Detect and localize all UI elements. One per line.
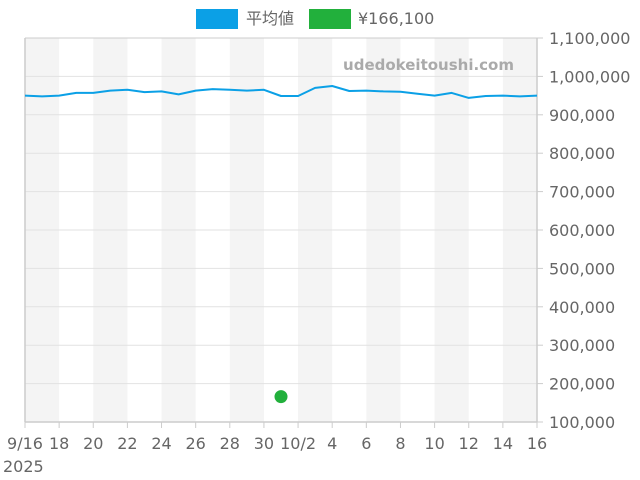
gridlines (25, 37, 543, 423)
legend-label-average: 平均値 (246, 9, 295, 28)
x-axis-labels: 9/16 18 20 22 24 26 28 30 10/2 4 6 8 10 12 14 16 (7, 422, 547, 453)
y-tick-label: 500,000 (549, 259, 615, 278)
y-tick-label: 1,100,000 (549, 29, 630, 48)
x-tick-label: 4 (327, 434, 337, 453)
average-price-line[interactable] (24, 85, 538, 99)
y-tick-label: 700,000 (549, 183, 615, 202)
x-tick-label: 28 (220, 434, 240, 453)
x-tick-label: 6 (361, 434, 371, 453)
x-tick-label: 20 (83, 434, 103, 453)
watermark: udedokeitoushi.com (343, 56, 514, 74)
y-tick-label: 100,000 (549, 413, 615, 432)
x-tick-label: 26 (185, 434, 205, 453)
axes (24, 37, 538, 423)
x-tick-label: 8 (395, 434, 405, 453)
x-tick-label: 14 (493, 434, 513, 453)
legend-swatch-average[interactable] (196, 9, 238, 29)
price-point[interactable] (274, 390, 288, 404)
y-tick-label: 900,000 (549, 106, 615, 125)
y-tick-label: 200,000 (549, 375, 615, 394)
y-tick-label: 800,000 (549, 144, 615, 163)
y-axis-labels: 100,000 200,000 300,000 400,000 500,000 600,0… (549, 29, 630, 432)
x-axis-year-label: 2025 (3, 457, 44, 476)
legend-swatch-price[interactable] (309, 9, 351, 29)
y-tick-label: 300,000 (549, 336, 615, 355)
legend-label-price: ¥166,100 (358, 9, 435, 28)
chart-legend: 平均値 ¥166,100 (0, 8, 640, 30)
x-tick-label: 12 (459, 434, 479, 453)
x-tick-label: 10/2 (280, 434, 316, 453)
price-points (274, 390, 288, 404)
x-tick-label: 16 (527, 434, 547, 453)
x-tick-label: 24 (151, 434, 171, 453)
x-tick-label: 9/16 (7, 434, 43, 453)
x-tick-label: 18 (49, 434, 69, 453)
x-tick-label: 10 (424, 434, 444, 453)
x-tick-label: 22 (117, 434, 137, 453)
y-tick-label: 400,000 (549, 298, 615, 317)
y-tick-label: 600,000 (549, 221, 615, 240)
x-tick-label: 30 (254, 434, 274, 453)
y-tick-label: 1,000,000 (549, 67, 630, 86)
